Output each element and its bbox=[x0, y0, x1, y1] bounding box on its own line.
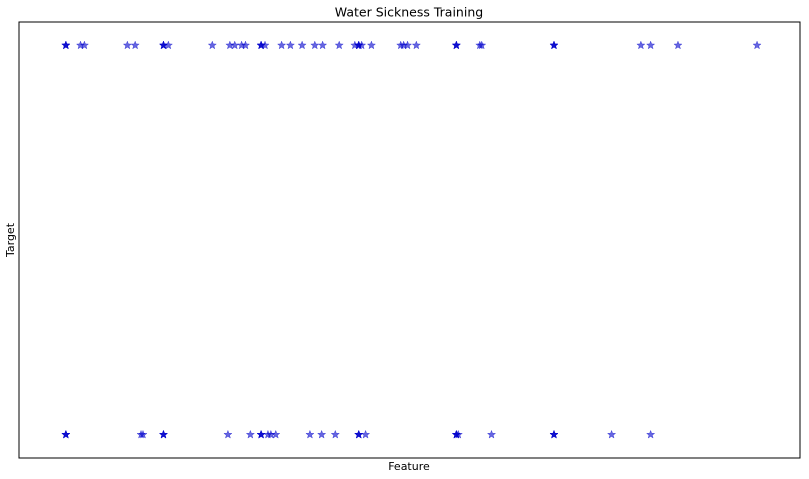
chart-title: Water Sickness Training bbox=[335, 5, 483, 20]
point bbox=[673, 40, 683, 50]
point bbox=[645, 429, 656, 439]
point bbox=[360, 429, 371, 439]
point bbox=[61, 429, 71, 439]
point bbox=[645, 40, 656, 50]
point bbox=[317, 40, 328, 50]
point bbox=[61, 40, 71, 50]
point bbox=[260, 40, 270, 50]
point bbox=[636, 40, 646, 50]
point bbox=[354, 429, 364, 439]
point bbox=[285, 40, 296, 50]
point bbox=[158, 429, 169, 439]
point bbox=[402, 40, 413, 50]
point bbox=[79, 40, 90, 50]
y-axis-label: Target bbox=[4, 222, 17, 258]
point bbox=[549, 40, 559, 50]
plot-frame bbox=[18, 21, 801, 459]
point bbox=[138, 429, 148, 439]
point bbox=[330, 429, 340, 439]
point bbox=[356, 40, 367, 50]
point bbox=[310, 40, 320, 50]
point bbox=[334, 40, 344, 50]
point bbox=[486, 429, 497, 439]
point bbox=[130, 40, 140, 50]
point bbox=[297, 40, 307, 50]
point bbox=[256, 429, 266, 439]
point bbox=[316, 429, 327, 439]
point bbox=[453, 429, 463, 439]
point bbox=[163, 40, 174, 50]
point bbox=[207, 40, 217, 50]
point bbox=[451, 40, 462, 50]
point bbox=[240, 40, 251, 50]
point bbox=[271, 429, 281, 439]
point bbox=[276, 40, 287, 50]
point bbox=[606, 429, 617, 439]
x-axis-label: Feature bbox=[388, 460, 430, 473]
point bbox=[245, 429, 256, 439]
point bbox=[122, 40, 133, 50]
point bbox=[477, 40, 487, 50]
point bbox=[752, 40, 762, 50]
point bbox=[366, 40, 377, 50]
point bbox=[305, 429, 315, 439]
point bbox=[549, 429, 559, 439]
point bbox=[223, 429, 233, 439]
point bbox=[411, 40, 422, 50]
